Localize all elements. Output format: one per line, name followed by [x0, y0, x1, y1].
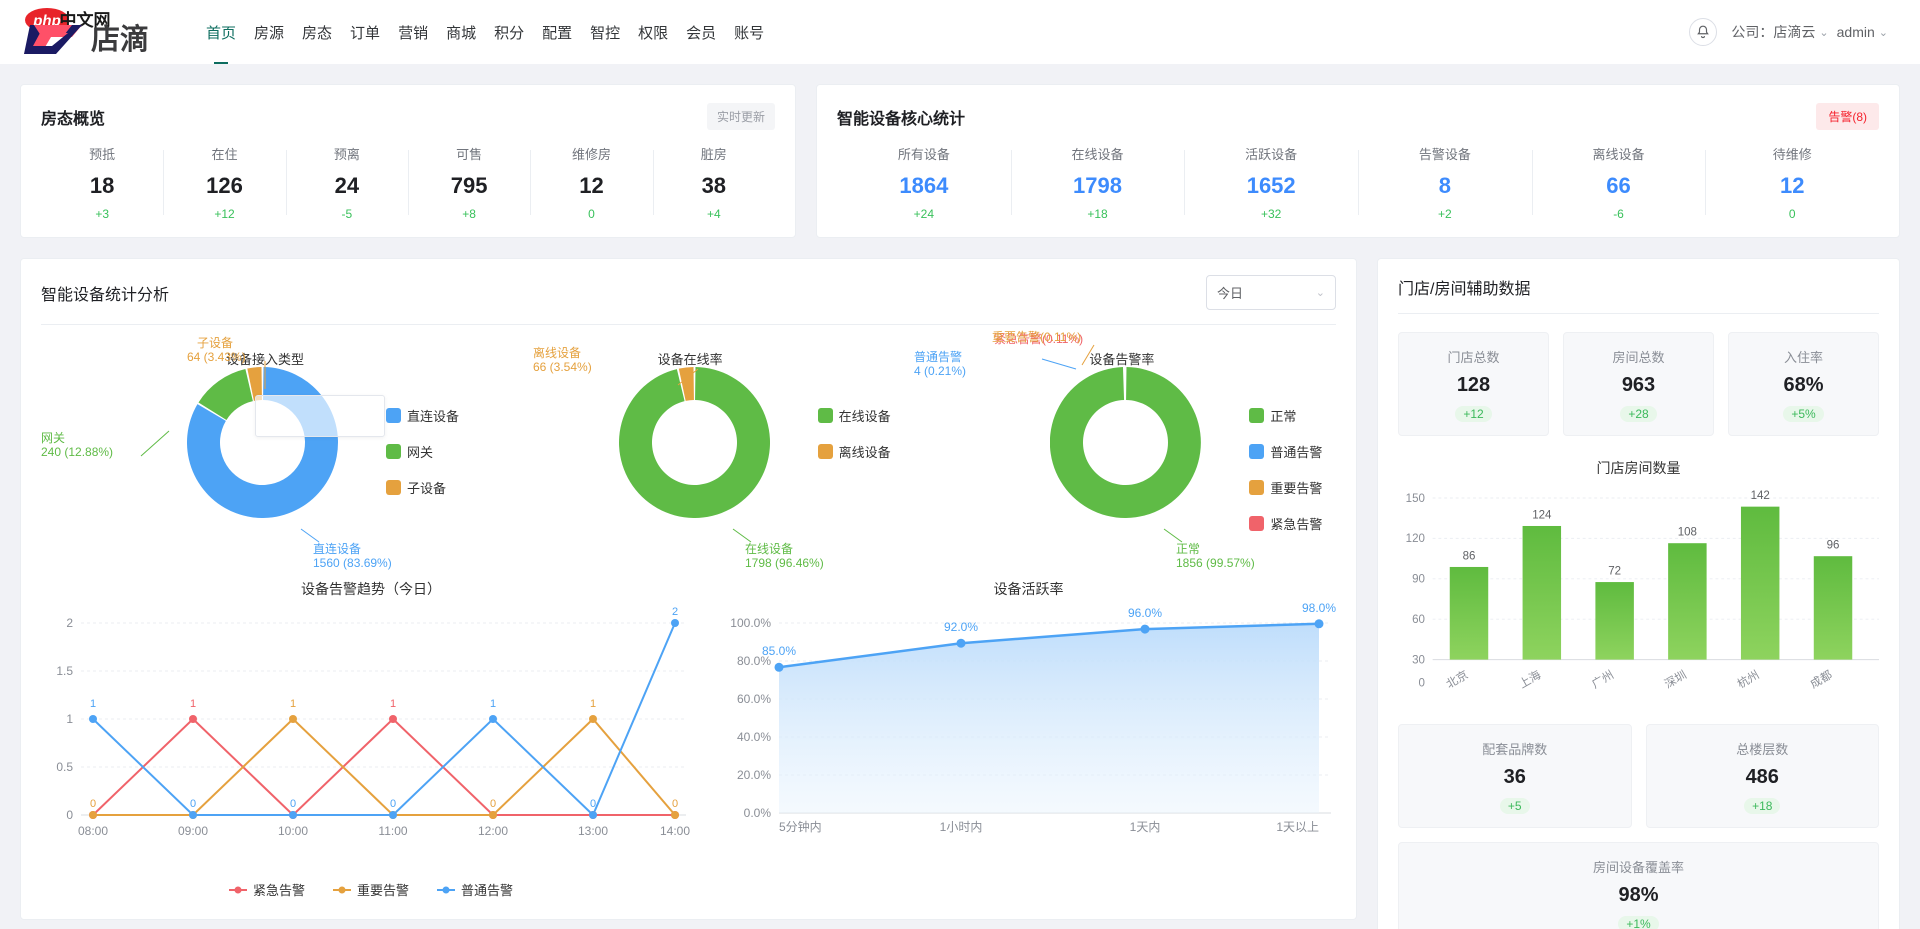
svg-text:离线设备: 离线设备 [533, 345, 581, 360]
svg-text:60.0%: 60.0% [737, 692, 771, 706]
svg-text:1小时内: 1小时内 [940, 820, 983, 834]
svg-text:0.5: 0.5 [56, 760, 73, 774]
svg-text:上海: 上海 [1516, 667, 1543, 691]
svg-text:11:00: 11:00 [378, 824, 407, 838]
svg-text:14:00: 14:00 [660, 824, 690, 838]
svg-text:120: 120 [1406, 533, 1425, 545]
svg-text:85.0%: 85.0% [762, 644, 796, 658]
svg-text:1天以上: 1天以上 [1276, 820, 1319, 834]
svg-text:08:00: 08:00 [78, 824, 108, 838]
svg-text:12:00: 12:00 [478, 824, 508, 838]
svg-text:92.0%: 92.0% [944, 620, 978, 634]
svg-text:09:00: 09:00 [178, 824, 208, 838]
svg-text:72: 72 [1608, 565, 1621, 577]
svg-text:在线设备: 在线设备 [745, 542, 793, 556]
svg-text:96.0%: 96.0% [1128, 606, 1162, 620]
svg-text:142: 142 [1751, 490, 1770, 502]
svg-text:1856 (99.57%): 1856 (99.57%) [1176, 556, 1255, 570]
svg-text:0.0%: 0.0% [744, 806, 772, 820]
svg-text:0: 0 [66, 808, 73, 822]
svg-text:124: 124 [1532, 509, 1552, 521]
svg-text:0: 0 [390, 798, 396, 810]
svg-text:60: 60 [1412, 614, 1425, 626]
svg-text:98.0%: 98.0% [1302, 603, 1336, 615]
svg-text:20.0%: 20.0% [737, 768, 771, 782]
svg-text:240 (12.88%): 240 (12.88%) [41, 445, 113, 459]
svg-text:杭州: 杭州 [1735, 667, 1762, 691]
svg-text:1: 1 [390, 698, 396, 710]
svg-text:广州: 广州 [1590, 668, 1616, 691]
svg-text:4 (0.21%): 4 (0.21%) [914, 364, 966, 378]
svg-text:0: 0 [290, 798, 296, 810]
svg-text:1: 1 [490, 698, 496, 710]
svg-text:成都: 成都 [1808, 668, 1835, 691]
svg-text:150: 150 [1406, 493, 1425, 505]
svg-text:深圳: 深圳 [1662, 667, 1689, 691]
svg-text:1798 (96.46%): 1798 (96.46%) [745, 556, 824, 570]
svg-text:1: 1 [90, 698, 96, 710]
svg-text:40.0%: 40.0% [737, 730, 771, 744]
svg-text:86: 86 [1463, 550, 1476, 562]
svg-text:北京: 北京 [1444, 667, 1471, 691]
svg-text:子设备: 子设备 [197, 336, 233, 350]
svg-text:30: 30 [1412, 654, 1425, 666]
svg-text:1: 1 [190, 698, 196, 710]
svg-text:1天内: 1天内 [1130, 820, 1161, 834]
svg-text:1: 1 [66, 712, 73, 726]
svg-text:0: 0 [1419, 678, 1425, 690]
svg-text:64 (3.43%): 64 (3.43%) [187, 350, 246, 364]
svg-text:108: 108 [1678, 527, 1697, 539]
svg-text:正常: 正常 [1176, 542, 1200, 556]
svg-text:13:00: 13:00 [578, 824, 608, 838]
svg-text:店滴: 店滴 [91, 22, 149, 56]
svg-text:10:00: 10:00 [278, 824, 308, 838]
svg-text:0: 0 [672, 798, 678, 810]
svg-text:90: 90 [1412, 574, 1425, 586]
svg-text:0: 0 [490, 798, 496, 810]
svg-text:2: 2 [672, 606, 678, 618]
svg-text:100.0%: 100.0% [730, 616, 771, 630]
svg-text:网关: 网关 [41, 431, 65, 445]
svg-text:2: 2 [66, 616, 73, 630]
svg-text:1560 (83.69%): 1560 (83.69%) [313, 556, 392, 570]
svg-text:66 (3.54%): 66 (3.54%) [533, 360, 592, 374]
svg-text:0: 0 [90, 798, 96, 810]
svg-text:普通告警: 普通告警 [914, 349, 962, 364]
svg-text:0: 0 [190, 798, 196, 810]
svg-text:重要告警(0.11%): 重要告警(0.11%) [992, 329, 1081, 344]
svg-text:1: 1 [290, 698, 296, 710]
svg-text:1: 1 [590, 698, 596, 710]
svg-text:直连设备: 直连设备 [313, 541, 361, 556]
svg-text:96: 96 [1827, 539, 1840, 551]
svg-text:5分钟内: 5分钟内 [779, 819, 822, 834]
svg-text:1.5: 1.5 [56, 664, 73, 678]
svg-text:0: 0 [590, 798, 596, 810]
